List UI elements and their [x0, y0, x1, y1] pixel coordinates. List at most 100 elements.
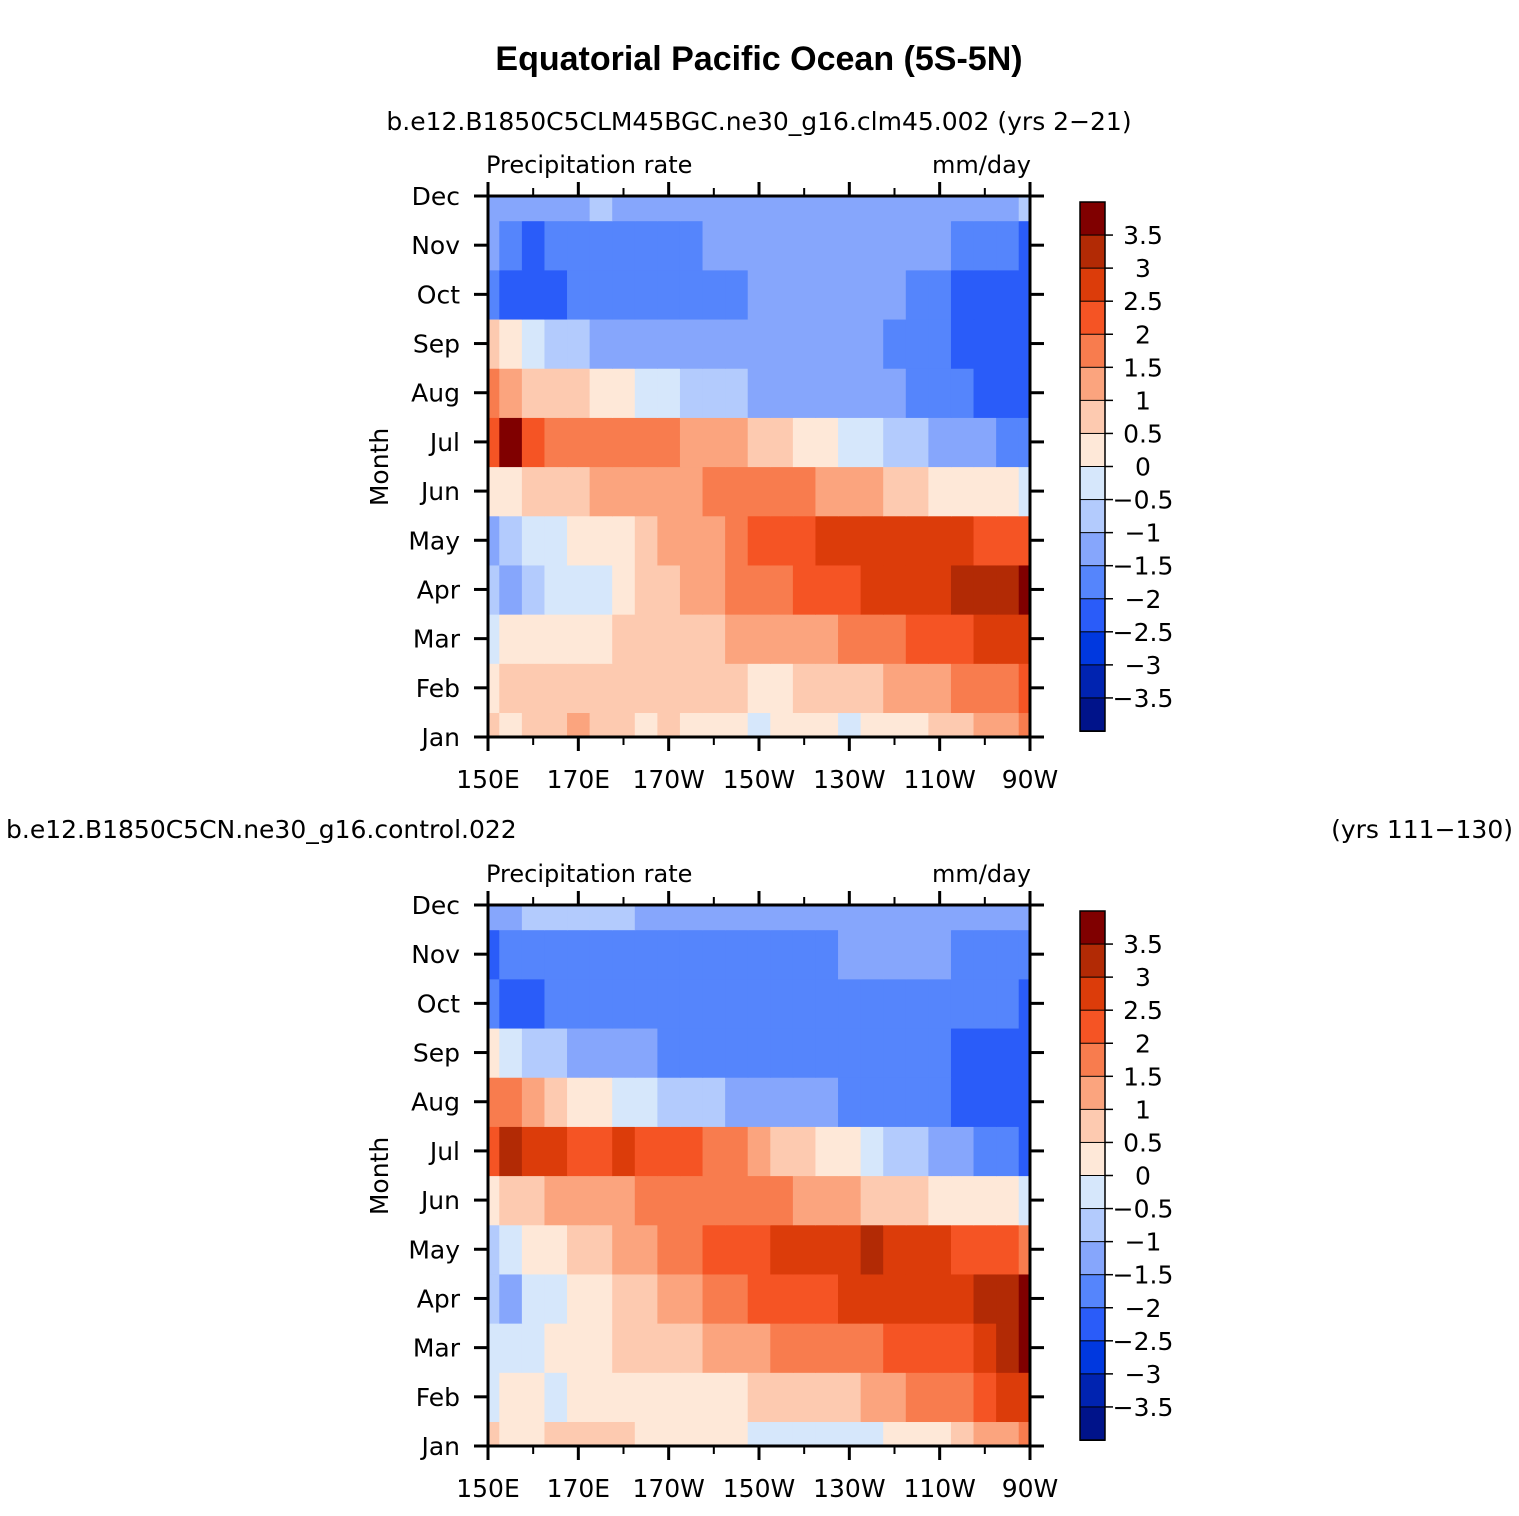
colorbar-label: −0.5: [1113, 486, 1174, 515]
heatmap-cell: [679, 564, 704, 615]
colorbar-label: 1: [1135, 386, 1151, 415]
heatmap-cell: [950, 1027, 975, 1078]
heatmap-cell: [657, 1224, 681, 1275]
heatmap-cell: [567, 1224, 591, 1275]
colorbar-box: [1079, 366, 1106, 402]
heatmap-cell: [792, 1027, 817, 1078]
heatmap-cell: [928, 564, 952, 615]
heatmap-cell: [950, 1273, 975, 1324]
panel-2-subtitle: b.e12.B1850C5CN.ne30_g16.control.022: [6, 815, 517, 844]
colorbar-box: [1079, 201, 1106, 237]
heatmap-cell: [747, 1077, 771, 1127]
heatmap-cell: [905, 1273, 929, 1324]
heatmap-cell: [521, 1323, 546, 1373]
heatmap-cell: [1018, 1126, 1030, 1177]
y-tick-label: Oct: [417, 280, 460, 309]
heatmap-cell: [702, 929, 726, 980]
heatmap-cell: [499, 1224, 523, 1275]
heatmap-cell: [792, 318, 817, 369]
heatmap-cell: [657, 978, 681, 1029]
y-tick-label: Feb: [416, 674, 460, 703]
x-tick-label: 170E: [547, 1474, 611, 1503]
heatmap-cell: [928, 663, 952, 714]
colorbar-box: [1079, 1175, 1106, 1210]
heatmap-cell: [634, 515, 658, 566]
colorbar-label: 1.5: [1123, 1062, 1163, 1091]
heatmap-cell: [905, 1372, 929, 1423]
heatmap-cell: [928, 1126, 952, 1177]
heatmap-cell: [747, 318, 771, 369]
heatmap-cell: [747, 196, 771, 222]
colorbar-label: −0.5: [1113, 1195, 1174, 1224]
heatmap-cell: [973, 1372, 997, 1423]
y-tick-label: Jan: [419, 1432, 460, 1461]
heatmap-cell: [928, 1027, 952, 1078]
heatmap-cell: [1018, 564, 1030, 615]
heatmap-cell: [725, 905, 749, 931]
heatmap-cell: [567, 614, 591, 664]
heatmap-cell: [928, 1077, 952, 1127]
heatmap-cell: [996, 1126, 1020, 1177]
heatmap-cell: [928, 1323, 952, 1373]
heatmap-cell: [521, 220, 546, 271]
y-tick-label: Nov: [411, 940, 460, 969]
heatmap-cell: [973, 1175, 997, 1226]
heatmap-cell: [883, 564, 907, 615]
heatmap-cell: [815, 614, 839, 664]
colorbar-box: [1079, 1208, 1106, 1243]
heatmap-cell: [815, 663, 839, 714]
heatmap-cell: [770, 1273, 794, 1324]
heatmap-cell: [950, 614, 975, 664]
heatmap-cell: [838, 905, 862, 931]
heatmap-cell: [905, 1224, 929, 1275]
heatmap-cell: [928, 269, 952, 320]
heatmap-cell: [996, 220, 1020, 271]
heatmap-cell: [725, 929, 749, 980]
x-tick-label: 150W: [723, 1474, 795, 1503]
heatmap-cell: [521, 269, 546, 320]
heatmap-cell: [488, 1273, 500, 1324]
heatmap-cell: [544, 220, 568, 271]
heatmap-cell: [747, 515, 771, 566]
colorbar-label: 2.5: [1123, 287, 1163, 316]
heatmap-cell: [488, 1175, 500, 1226]
y-tick-label: Jun: [419, 477, 460, 506]
y-tick-label: Oct: [417, 989, 460, 1018]
heatmap-cell: [634, 417, 658, 468]
heatmap-cell: [815, 466, 839, 517]
heatmap-cell: [950, 1224, 975, 1275]
heatmap-cell: [657, 1027, 681, 1078]
heatmap-cell: [860, 1372, 884, 1423]
colorbar-box: [1079, 1042, 1106, 1078]
heatmap-cell: [747, 1224, 771, 1275]
heatmap-cell: [544, 1372, 568, 1423]
heatmap-cell: [770, 614, 794, 664]
heatmap-cell: [567, 417, 591, 468]
heatmap-cell: [883, 466, 907, 517]
heatmap-cell: [770, 929, 794, 980]
heatmap-cell: [702, 663, 726, 714]
heatmap-cell: [725, 318, 749, 369]
heatmap-cell: [905, 564, 929, 615]
heatmap-cell: [838, 614, 862, 664]
heatmap-cell: [973, 1224, 997, 1275]
colorbar-box: [1079, 1108, 1106, 1144]
heatmap-cell: [521, 564, 546, 615]
panel-2: b.e12.B1850C5CN.ne30_g16.control.022 (yr…: [6, 815, 1513, 1503]
heatmap-cell: [589, 1323, 613, 1373]
heatmap-cell: [567, 196, 591, 222]
heatmap-cell: [725, 663, 749, 714]
heatmap-cell: [973, 417, 997, 468]
y-tick-label: Apr: [417, 575, 461, 604]
heatmap-cell: [544, 929, 568, 980]
heatmap-cell: [679, 1224, 704, 1275]
heatmap-cell: [815, 417, 839, 468]
heatmap-cell: [973, 663, 997, 714]
heatmap-cell: [905, 1421, 929, 1446]
heatmap-cell: [702, 1077, 726, 1127]
heatmap-cell: [612, 564, 636, 615]
heatmap-cell: [815, 220, 839, 271]
colorbar-label: −1.5: [1113, 1261, 1174, 1290]
heatmap-cell: [905, 417, 929, 468]
colorbar-box: [1079, 234, 1106, 270]
